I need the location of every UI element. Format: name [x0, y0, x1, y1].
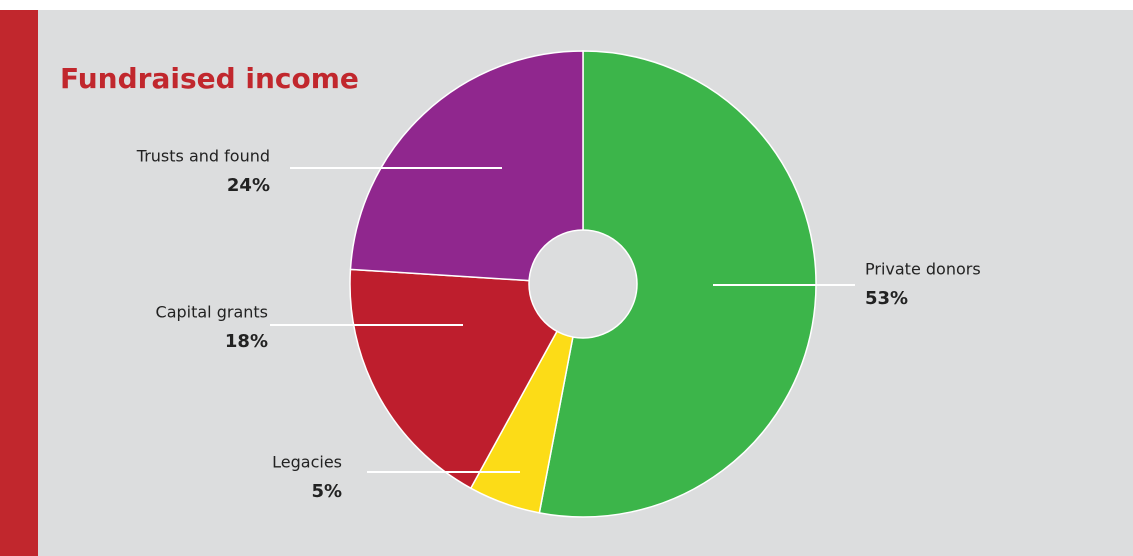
slice-value: 24%	[227, 175, 270, 196]
slice-label: Legacies	[272, 453, 342, 472]
pie-hole	[528, 229, 638, 339]
slice-value: 18%	[225, 331, 268, 352]
slice-value: 5%	[311, 481, 342, 502]
slice-label: Capital grants	[156, 303, 268, 322]
slice-value: 53%	[865, 288, 908, 309]
slice-label: Private donors	[865, 260, 981, 279]
pie-slice	[538, 50, 817, 518]
side-bar	[0, 10, 38, 556]
chart-title: Fundraised income	[60, 62, 359, 95]
slice-label: Trusts and found	[136, 147, 270, 166]
